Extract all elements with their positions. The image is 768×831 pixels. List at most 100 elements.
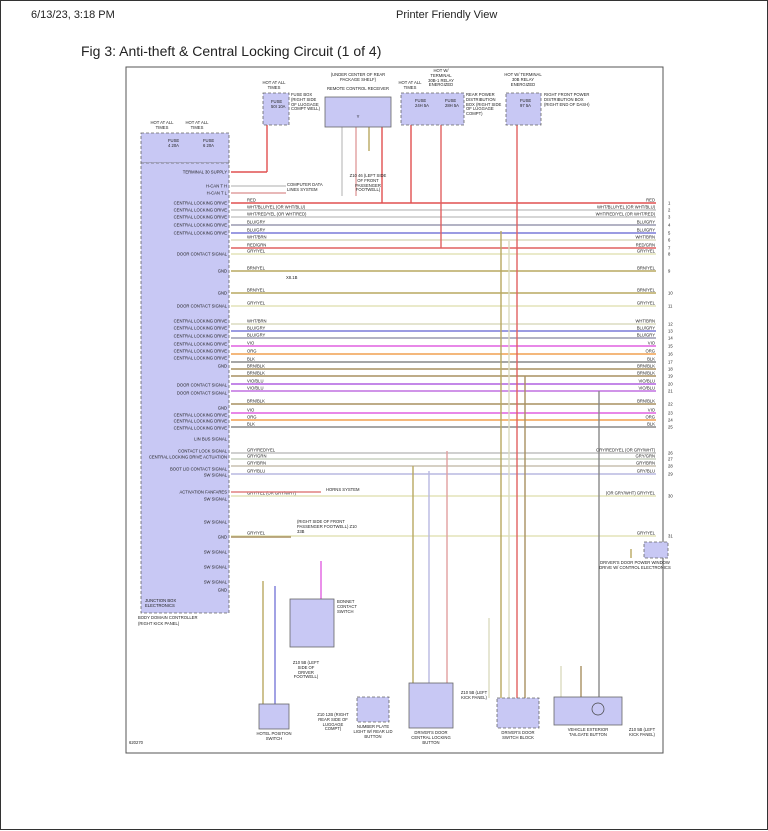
tailgate-label: VEHICLE EXTERIOR TAILGATE BUTTON — [567, 727, 609, 737]
controller-pin-label: DOOR CONTACT SIGNAL — [177, 252, 228, 257]
wire-number: 8 — [668, 252, 671, 257]
wire-right-label: RED/GRN — [636, 243, 655, 248]
ground-1: Z10 5B (LEFT SIDE OF DRIVER FOOTWELL) — [292, 660, 320, 680]
wire-right-label: VIO — [648, 408, 656, 413]
controller-pin-label: CENTRAL LOCKING DRIVE — [174, 201, 228, 206]
controller-location: (RIGHT KICK PANEL) — [138, 621, 180, 626]
fuse97: FUSE 97 5A — [520, 98, 532, 108]
figure-code: 620270 — [129, 740, 143, 745]
wire-number: 21 — [668, 389, 673, 394]
wire-number: 9 — [668, 269, 671, 274]
wire-number: 2 — [668, 208, 671, 213]
controller-pin-label: CENTRAL LOCKING DRIVE — [174, 349, 228, 354]
wire-number: 13 — [668, 329, 673, 334]
controller-pin-label: GND — [218, 535, 227, 540]
wire-number: 16 — [668, 352, 673, 357]
controller-pin-label: CENTRAL LOCKING DRIVE — [174, 215, 228, 220]
wire-number: 5 — [668, 231, 671, 236]
controller-pin-label: BOOT LID CONTACT SIGNAL — [170, 467, 228, 472]
wire-code: BLU/GRY — [247, 326, 266, 331]
bonnet-switch-label: BONNET CONTACT SWITCH — [337, 599, 357, 614]
rear-fuse1-hot: HOT AT ALL TIMES — [398, 80, 422, 90]
computer-data-lines: COMPUTER DATA LINES SYSTEM — [287, 182, 323, 192]
wire-right-label: (OR GRY/WHT) GRY/YEL — [606, 491, 656, 496]
wire-right-label: GRY/GRN — [636, 454, 655, 459]
wire-number: 31 — [668, 534, 673, 539]
controller-pin-label: TERMINAL 30 SUPPLY — [183, 170, 227, 175]
controller-pin-labels: TERMINAL 30 SUPPLY H-CAN T H H-CAN T L CENT… — [149, 170, 228, 593]
fuse-box-fuse: FUSE 50I 10A — [271, 99, 286, 109]
wire-number: 7 — [668, 246, 671, 251]
controller-pin-label: GND — [218, 291, 227, 296]
wire-code: GRY/YEL (OR GRY/WHT) — [247, 491, 297, 496]
wire-right-label: WHT/BRN — [635, 235, 655, 240]
wire-code: ORG — [247, 415, 257, 420]
controller-pin-label: CENTRAL LOCKING DRIVE — [174, 426, 228, 431]
controller-pin-label: CENTRAL LOCKING DRIVE — [174, 231, 228, 236]
ground-3: Z10 5B (LEFT KICK PANEL) — [460, 690, 488, 700]
wire-code: GRY/YEL — [247, 301, 266, 306]
drivers-door-switch-block — [496, 697, 540, 729]
wire-code: BLU/GRY — [247, 333, 266, 338]
wire-right-label: GRY/YEL — [637, 531, 656, 536]
print-date-time: 6/13/23, 3:18 PM — [31, 9, 115, 21]
horns-system: HORNS SYSTEM — [326, 487, 360, 492]
wire-right-label: GRY/BRN — [636, 461, 655, 466]
wire-code: RED — [247, 198, 256, 203]
controller-pin-label: CENTRAL LOCKING DRIVE — [174, 223, 228, 228]
controller-pin-label: CENTRAL LOCKING DRIVE — [174, 334, 228, 339]
wire-code: VIO/BLU — [247, 379, 264, 384]
fuse-box-label: FUSE BOX (RIGHT SIDE OF LUGGAGE COMPT WE… — [291, 92, 321, 112]
body-domain-controller — [140, 162, 230, 614]
rear-power-distribution-box — [400, 92, 465, 126]
wire-right-label: VIO/BLU — [638, 386, 655, 391]
controller-pin-label: DOOR CONTACT SIGNAL — [177, 391, 228, 396]
number-plate-light — [356, 696, 390, 723]
drivers-door-central-locking-button — [408, 682, 454, 729]
controller-pin-label: SW SIGNAL — [204, 497, 228, 502]
wire-number: 15 — [668, 344, 673, 349]
wire-right-label: BRN/BLK — [637, 399, 655, 404]
wire-code: BLU/GRY — [247, 228, 266, 233]
controller-pin-label: H-CAN T H — [206, 184, 227, 189]
controller-pin-label: CENTRAL LOCKING DRIVE — [174, 342, 228, 347]
wire-right-label: BLU/GRY — [637, 220, 656, 225]
controller-pin-label: SW SIGNAL — [204, 565, 228, 570]
wire-code: RED/GRN — [247, 243, 266, 248]
controller-pin-label: GND — [218, 406, 227, 411]
wire-number: 23 — [668, 411, 673, 416]
wire-right-label: GRY/BLU — [637, 469, 655, 474]
hotel-position-switch — [258, 703, 290, 730]
wire-code: WHT/RED/YEL (OR WHT/RED) — [247, 212, 307, 217]
wire-right-label: ORG — [645, 415, 655, 420]
wire-right-label: GRY/YEL — [637, 249, 656, 254]
wire-right-label: ORG — [645, 349, 655, 354]
wire-code: VIO/BLU — [247, 386, 264, 391]
wire-number: 18 — [668, 367, 673, 372]
wire-right-label: BLU/GRY — [637, 228, 656, 233]
wire-number: 29 — [668, 472, 673, 477]
wire-number: 30 — [668, 494, 673, 499]
hotel-switch-label: HOTEL POSITION SWITCH — [256, 731, 292, 741]
controller-pin-label: GND — [218, 588, 227, 593]
wire-right-label: VIO — [648, 341, 656, 346]
wire-right-label: WHT/RED/YEL (OR WHT/RED) — [596, 212, 656, 217]
wire-number: 3 — [668, 215, 671, 220]
fuse6-label: FUSE 6 20A — [203, 138, 215, 148]
controller-pin-label: H-CAN T L — [207, 191, 228, 196]
wire-number: 14 — [668, 336, 673, 341]
controller-pin-label: SW SIGNAL — [204, 473, 228, 478]
wire-right-label: BLU/GRY — [637, 333, 656, 338]
receiver-label: REMOTE CONTROL RECEIVER — [327, 86, 389, 91]
wire-number: 26 — [668, 451, 673, 456]
power-window-drive — [643, 541, 669, 559]
tailgate-button — [553, 696, 623, 726]
locking-button-label: DRIVER'S DOOR CENTRAL LOCKING BUTTON — [411, 730, 451, 745]
wire-group: RED RED 1 WHT/BLU/YEL (OR WHT/BLU) WHT/BLU/Y… — [231, 125, 673, 704]
wire-right-label: BLK — [647, 422, 655, 427]
wire-right-label: BRN/YEL — [637, 288, 656, 293]
rear-fuse2-hot: HOT W/ TERMINAL 30B-1 RELAY ENERGIZED — [428, 68, 454, 88]
remote-control-receiver — [324, 96, 392, 128]
controller-pin-label: GND — [218, 364, 227, 369]
controller-pin-label: CONTACT LOCK SIGNAL — [178, 449, 228, 454]
